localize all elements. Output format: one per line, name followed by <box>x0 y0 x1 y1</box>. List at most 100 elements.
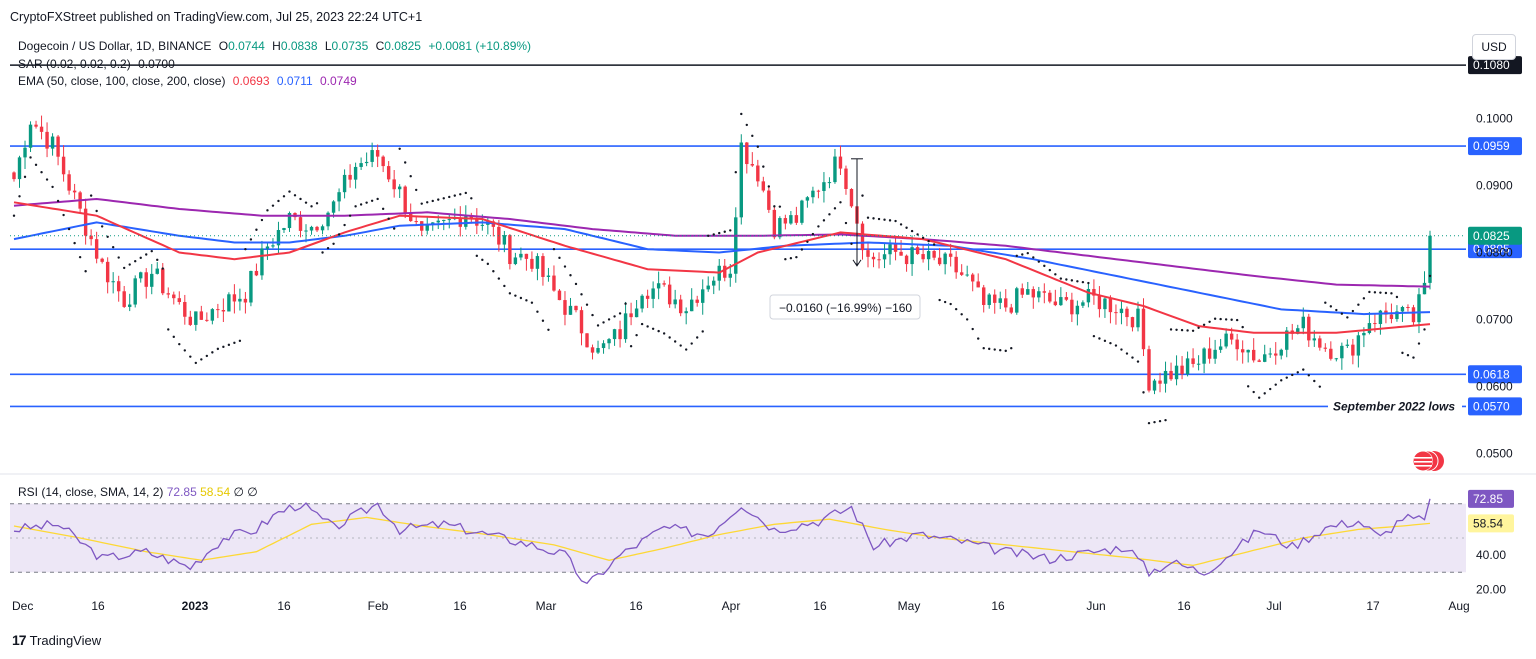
candle-body-57 <box>326 212 330 227</box>
currency-button[interactable]: USD <box>1472 34 1516 60</box>
candle-body-159 <box>888 244 892 255</box>
us-flag-icon[interactable] <box>1412 450 1446 472</box>
sar-dot-184 <box>1026 251 1029 255</box>
sar-dot-141 <box>789 256 793 260</box>
ohlc-close: 0.0825 <box>384 39 421 53</box>
sar-dot-57 <box>326 246 330 250</box>
candle-body-158 <box>882 254 887 260</box>
candle-body-243 <box>1351 344 1355 356</box>
sar-dot-211 <box>1175 328 1178 331</box>
annotation-label: September 2022 lows <box>1333 399 1455 413</box>
candle-body-123 <box>689 299 694 312</box>
candle-body-20 <box>122 291 126 307</box>
sar-dot-23 <box>139 256 142 260</box>
candle-body-49 <box>282 228 286 231</box>
candle-body-140 <box>783 218 788 224</box>
candle-body-135 <box>756 165 760 182</box>
x-tick-0: Dec <box>12 599 33 613</box>
candle-body-121 <box>678 299 683 314</box>
candle-body-37 <box>216 309 220 311</box>
sar-dot-156 <box>872 217 875 220</box>
candle-body-177 <box>987 294 991 305</box>
tradingview-name: TradingView <box>29 632 102 648</box>
sar-dot-135 <box>756 145 760 148</box>
sar-dot-146 <box>817 225 820 228</box>
candle-body-199 <box>1108 298 1113 313</box>
sar-dot-127 <box>712 233 715 236</box>
sar-dot-13 <box>84 270 87 273</box>
level-label-0: 0.1080 <box>1473 58 1510 72</box>
sar-dot-81 <box>459 193 462 196</box>
candle-body-45 <box>260 248 264 276</box>
sar-dot-11 <box>73 241 76 245</box>
candle-body-200 <box>1114 312 1118 314</box>
candle-body-166 <box>926 251 931 260</box>
candle-body-157 <box>877 259 881 261</box>
candle-body-203 <box>1130 317 1135 328</box>
sar-dot-119 <box>668 336 671 339</box>
sar-dot-41 <box>238 339 242 343</box>
sar-dot-40 <box>233 341 236 345</box>
sar-dot-27 <box>161 267 164 270</box>
candle-body-204 <box>1136 308 1140 328</box>
sar-dot-100 <box>563 265 567 268</box>
tradingview-logo: 17 TradingView <box>12 632 101 648</box>
candle-body-100 <box>563 300 567 315</box>
candle-body-180 <box>1004 298 1008 308</box>
candle-body-164 <box>915 247 920 255</box>
x-tick-9: 16 <box>813 599 827 613</box>
candle-body-223 <box>1240 349 1245 353</box>
ohlc-high: 0.0838 <box>280 39 318 53</box>
sar-dot-85 <box>481 258 484 262</box>
sar-dot-222 <box>1235 318 1239 322</box>
candle-body-161 <box>899 251 903 256</box>
candle-body-24 <box>144 272 148 287</box>
candle-body-146 <box>816 190 821 192</box>
sar-dot-194 <box>1081 280 1085 284</box>
candle-body-125 <box>701 289 705 303</box>
sar-dot-77 <box>437 198 440 201</box>
rsi-sma-tag <box>1468 514 1514 533</box>
candle-body-254 <box>1411 307 1416 323</box>
candle-body-23 <box>139 272 143 279</box>
sar-dot-12 <box>78 255 82 259</box>
sar-dot-56 <box>321 251 324 254</box>
sar-dot-66 <box>376 197 379 201</box>
candle-body-117 <box>656 283 661 289</box>
sar-dot-167 <box>932 243 936 246</box>
sar-dot-95 <box>536 310 539 313</box>
sar-dot-174 <box>971 327 974 331</box>
candle-body-15 <box>94 239 99 259</box>
sar-dot-215 <box>1197 326 1200 329</box>
candle-body-191 <box>1064 297 1069 300</box>
x-tick-14: Jul <box>1266 599 1281 613</box>
candle-body-151 <box>844 168 848 189</box>
candle-body-47 <box>271 245 275 247</box>
sar-dot-38 <box>222 345 225 349</box>
candle-body-7 <box>50 136 55 149</box>
sar-dot-202 <box>1125 352 1129 355</box>
candle-body-31 <box>183 302 187 317</box>
candle-body-246 <box>1367 323 1372 333</box>
sar-dot-224 <box>1246 385 1250 388</box>
candle-body-257 <box>1428 235 1432 283</box>
ohlc-open: 0.0744 <box>228 39 265 53</box>
candle-body-44 <box>254 270 259 276</box>
candle-body-67 <box>381 156 385 167</box>
sar-dot-218 <box>1213 317 1217 320</box>
candle-body-220 <box>1224 333 1228 347</box>
sar-dot-229 <box>1274 383 1277 386</box>
sar-dot-219 <box>1219 317 1222 321</box>
candle-body-52 <box>298 217 303 231</box>
sar-dot-123 <box>690 342 693 345</box>
sar-dot-145 <box>811 232 815 236</box>
sar-dot-198 <box>1103 339 1107 343</box>
sar-dot-86 <box>486 262 490 266</box>
candle-body-150 <box>838 156 843 169</box>
candle-body-252 <box>1400 307 1405 312</box>
sar-dot-72 <box>409 175 412 178</box>
candle-body-94 <box>530 258 534 269</box>
sar-dot-235 <box>1307 374 1310 377</box>
sar-dot-220 <box>1224 318 1228 321</box>
